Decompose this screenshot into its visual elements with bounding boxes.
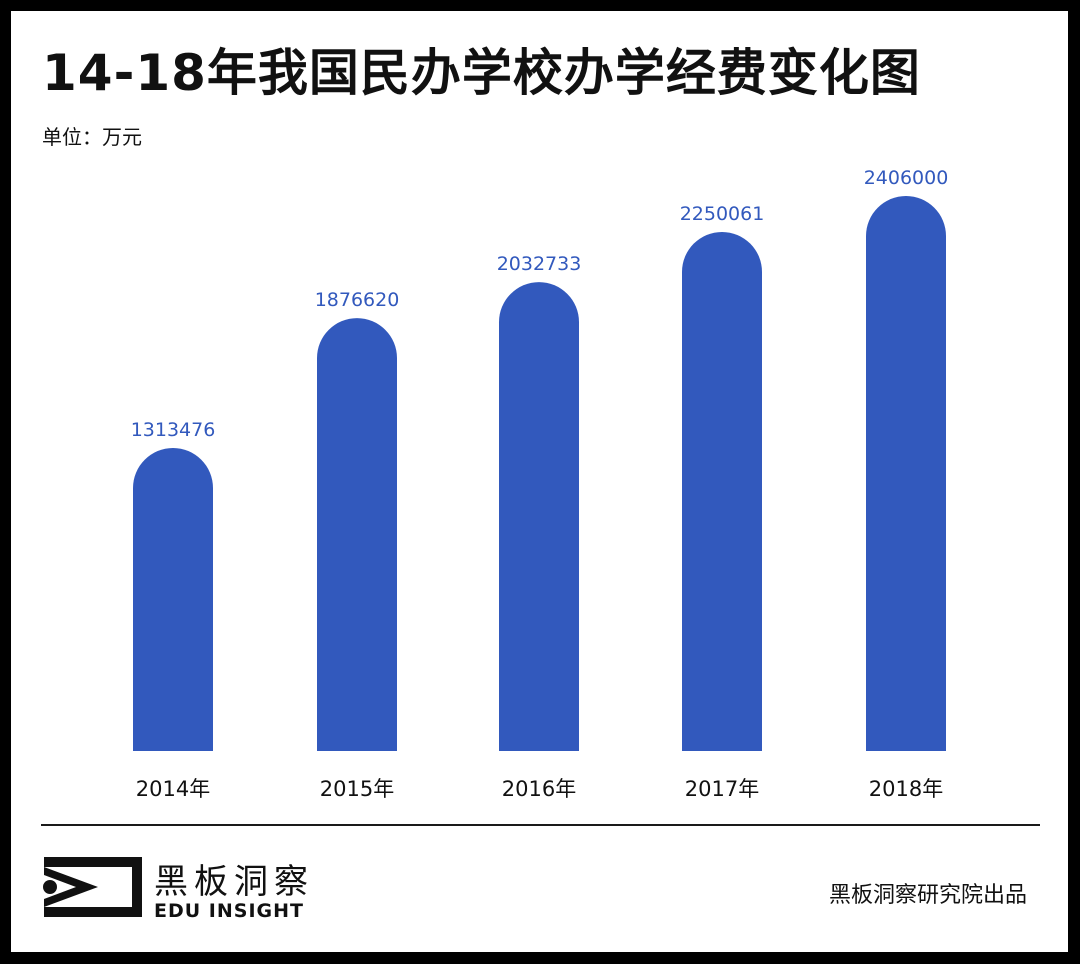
chart-card: 14-18年我国民办学校办学经费变化图 单位：万元 1313476 2014年 18… bbox=[11, 11, 1068, 952]
data-label-2017年: 2250061 bbox=[680, 203, 765, 225]
divider-line bbox=[41, 824, 1040, 826]
x-tick-label-2014年: 2014年 bbox=[136, 777, 210, 801]
chart-title: 14-18年我国民办学校办学经费变化图 bbox=[42, 44, 921, 102]
bar-2017年 bbox=[682, 231, 762, 752]
data-label-2018年: 2406000 bbox=[864, 167, 949, 189]
x-tick-label-2016年: 2016年 bbox=[502, 777, 576, 801]
unit-label: 单位：万元 bbox=[42, 125, 142, 149]
bar-2014年 bbox=[133, 448, 213, 751]
data-label-2016年: 2032733 bbox=[497, 253, 582, 275]
x-tick-label-2017年: 2017年 bbox=[685, 777, 759, 801]
eye-frame-icon bbox=[43, 857, 142, 917]
x-tick-label-2015年: 2015年 bbox=[320, 777, 394, 801]
bar-2015年 bbox=[317, 318, 397, 751]
bar-2018年 bbox=[866, 196, 946, 751]
bar-2016年 bbox=[499, 282, 579, 751]
credit-text: 黑板洞察研究院出品 bbox=[828, 883, 1027, 908]
brand-name-cn: 黑板洞察 bbox=[154, 862, 314, 902]
data-label-2015年: 1876620 bbox=[315, 289, 400, 311]
x-tick-label-2018年: 2018年 bbox=[869, 777, 943, 801]
bar-chart: 1313476 2014年 1876620 2015年 2032733 2016年 2250… bbox=[131, 167, 949, 801]
data-label-2014年: 1313476 bbox=[131, 419, 216, 441]
brand-name-en: EDU INSIGHT bbox=[154, 900, 304, 922]
brand-logo: 黑板洞察 EDU INSIGHT bbox=[42, 854, 332, 924]
